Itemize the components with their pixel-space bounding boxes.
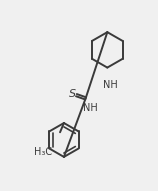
Text: S: S: [69, 89, 76, 99]
Text: NH: NH: [83, 103, 98, 113]
Text: NH: NH: [103, 79, 118, 90]
Text: H₃C: H₃C: [34, 147, 52, 157]
